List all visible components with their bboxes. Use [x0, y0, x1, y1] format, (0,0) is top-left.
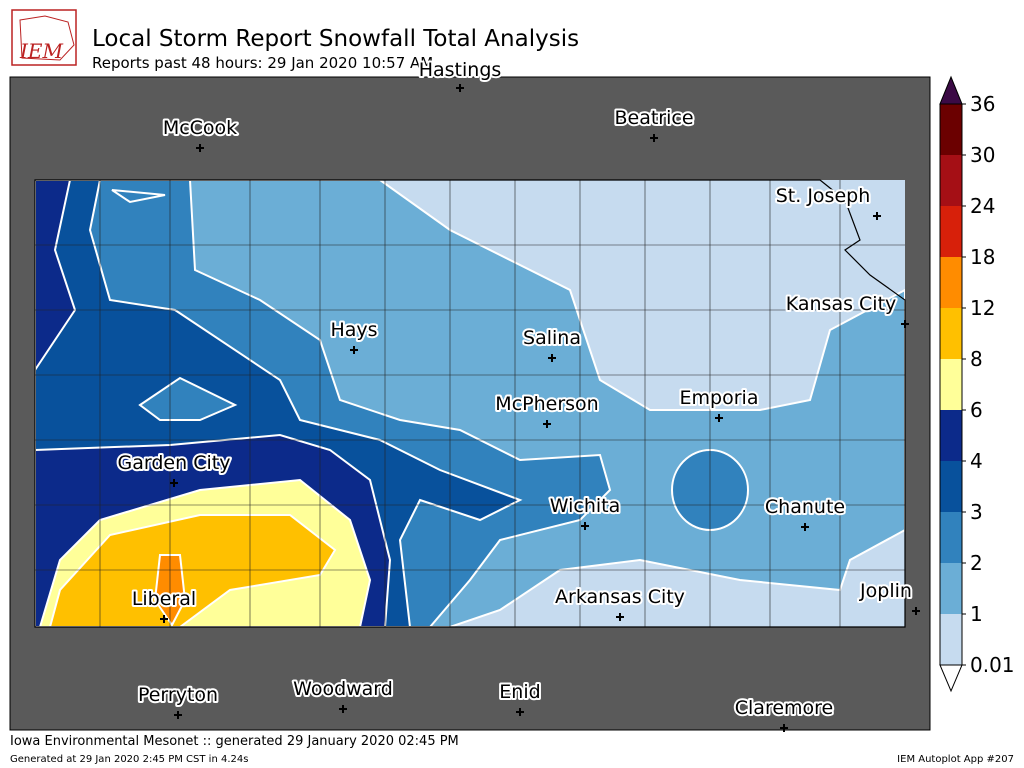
subtitle: Reports past 48 hours: 29 Jan 2020 10:57…: [92, 54, 433, 72]
city-marker: [160, 615, 168, 623]
colorbar-tick-label: 36: [970, 92, 995, 116]
colorbar-segment: [940, 359, 962, 410]
city-marker: [801, 523, 809, 531]
state-border: [34, 179, 906, 628]
city-marker: [581, 522, 589, 530]
city-label: Hastings: [419, 59, 502, 81]
city-marker: [616, 613, 624, 621]
colorbar-segment: [940, 614, 962, 665]
county-lines: [35, 180, 905, 627]
city-marker: [543, 420, 551, 428]
city-marker: [339, 705, 347, 713]
city-marker: [650, 134, 658, 142]
colorbar-tick-label: 30: [970, 143, 995, 167]
colorbar-segment: [940, 308, 962, 359]
colorbar-over: [939, 75, 963, 105]
city-label: Liberal: [132, 588, 196, 610]
colorbar-segment: [940, 461, 962, 512]
colorbar-segment: [940, 155, 962, 206]
colorbar-outline: [939, 103, 963, 666]
colorbar-tick-label: 12: [970, 296, 995, 320]
contour-3b: [138, 376, 238, 421]
colorbar-tick-label: 2: [970, 551, 983, 575]
city-label: Beatrice: [614, 107, 693, 129]
city-marker: [516, 708, 524, 716]
colorbar-segment: [940, 104, 962, 155]
city-label: Wichita: [550, 495, 621, 517]
city-marker: [715, 414, 723, 422]
city-label: Garden City: [118, 452, 231, 474]
city-marker: [873, 212, 881, 220]
city-label: St. Joseph: [776, 185, 871, 207]
city-label: Kansas City: [786, 293, 897, 315]
city-marker: [456, 84, 464, 92]
colorbar-segment: [940, 512, 962, 563]
city-label: Claremore: [735, 697, 834, 719]
city-marker: [170, 479, 178, 487]
colorbar-tick-label: 4: [970, 449, 983, 473]
city-label: Chanute: [765, 496, 845, 518]
city-marker: [196, 144, 204, 152]
colorbar-tick-label: 24: [970, 194, 995, 218]
city-label: Emporia: [680, 387, 759, 409]
city-label: McCook: [163, 117, 237, 139]
colorbar-tick-label: 6: [970, 398, 983, 422]
map: Hastings McCook Beatrice St. Joseph Kansas C…: [9, 57, 931, 732]
logo-text: IEM: [19, 39, 64, 63]
footer-right: IEM Autoplot App #207: [897, 754, 1014, 765]
colorbar-tick-label: 8: [970, 347, 983, 371]
city-marker: [350, 346, 358, 354]
footer-small: Generated at 29 Jan 2020 2:45 PM CST in …: [10, 754, 248, 765]
colorbar-segment: [940, 563, 962, 614]
contour-4a: [35, 180, 77, 372]
colorbar-tick-label: 18: [970, 245, 995, 269]
city-label: Salina: [523, 327, 581, 349]
colorbar-segment: [940, 257, 962, 308]
contour-2c: [111, 189, 166, 204]
city-label: Joplin: [859, 580, 912, 602]
city-marker: [912, 607, 920, 615]
colorbar-segment: [940, 410, 962, 461]
city-label: Arkansas City: [555, 586, 685, 608]
colorbar-under: [939, 664, 963, 693]
city-label: Woodward: [293, 678, 393, 700]
colorbar-tick-label: 1: [970, 602, 983, 626]
colorbar-tick-label: 3: [970, 500, 983, 524]
city-marker: [548, 354, 556, 362]
city-label: Enid: [499, 681, 540, 703]
logo: IEM: [11, 9, 77, 66]
city-marker: [174, 711, 182, 719]
city-marker: [901, 320, 909, 328]
colorbar-segment: [940, 206, 962, 257]
contour-8: [48, 514, 337, 627]
colorbar-tick-label: 0.01: [970, 653, 1015, 677]
city-label: Perryton: [138, 684, 218, 706]
title: Local Storm Report Snowfall Total Analys…: [92, 26, 579, 52]
footer-left: Iowa Environmental Mesonet :: generated …: [10, 734, 459, 749]
city-label: Hays: [330, 319, 377, 341]
city-label: McPherson: [495, 393, 598, 415]
city-marker: [780, 724, 788, 732]
